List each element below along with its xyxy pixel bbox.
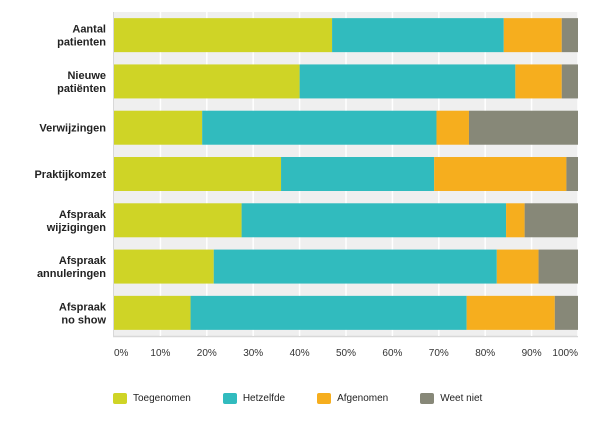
legend-item: Toegenomen: [113, 393, 191, 404]
bar-segment-afgenomen: [515, 64, 562, 99]
x-tick-label: 20%: [197, 348, 217, 359]
x-tick-label: 10%: [150, 348, 170, 359]
legend-label: Weet niet: [440, 393, 483, 404]
bar-segment-weet-niet: [561, 18, 578, 53]
legend-swatch: [420, 393, 435, 404]
bar-segment-afgenomen: [506, 203, 525, 238]
bar-segment-weet-niet: [554, 295, 578, 330]
bar-segment-hetzelfde: [241, 203, 507, 238]
category-label: Afspraak: [59, 301, 107, 313]
bar-segment-hetzelfde: [202, 110, 437, 145]
category-label: patienten: [57, 37, 106, 49]
category-label: Aantal: [72, 24, 106, 36]
legend-swatch: [317, 393, 332, 404]
bar-segment-afgenomen: [434, 157, 567, 191]
legend-item: Afgenomen: [317, 393, 388, 404]
bar-segment-afgenomen: [496, 249, 539, 284]
bar-segment-hetzelfde: [299, 64, 516, 99]
legend-swatch: [113, 393, 127, 404]
category-label: no show: [61, 314, 106, 326]
legend-item: Weet niet: [420, 393, 482, 404]
legend-swatch: [222, 393, 237, 404]
bar-segment-hetzelfde: [190, 295, 467, 330]
category-label: Afspraak: [59, 255, 107, 267]
bar-segment-weet-niet: [538, 249, 578, 284]
x-tick-label: 30%: [243, 348, 263, 359]
legend-label: Afgenomen: [337, 393, 389, 404]
bar-segment-afgenomen: [466, 295, 555, 330]
bar-segment-toegenomen: [114, 18, 333, 53]
bar-segment-weet-niet: [524, 203, 578, 238]
bar-segment-weet-niet: [561, 64, 578, 99]
bar-segment-hetzelfde: [281, 157, 435, 191]
x-tick-label: 50%: [336, 348, 356, 359]
bars: [114, 18, 578, 330]
legend-label: Toegenomen: [133, 393, 191, 404]
bar-segment-toegenomen: [114, 203, 242, 238]
x-tick-label: 80%: [475, 348, 495, 359]
bar-segment-toegenomen: [114, 157, 282, 191]
category-label: wijzigingen: [46, 222, 107, 234]
x-tick-label: 40%: [290, 348, 310, 359]
category-label: patiënten: [57, 83, 106, 95]
x-tick-label: 100%: [552, 348, 578, 359]
bar-segment-toegenomen: [114, 110, 203, 145]
bar-segment-toegenomen: [114, 249, 214, 284]
bar-segment-afgenomen: [503, 18, 562, 53]
legend-label: Hetzelfde: [242, 393, 286, 404]
category-label: Praktijkomzet: [34, 169, 106, 181]
x-tick-label: 90%: [522, 348, 542, 359]
x-tick-label: 0%: [114, 348, 129, 359]
bar-segment-weet-niet: [468, 110, 578, 145]
x-tick-label: 70%: [429, 348, 449, 359]
legend: Toegenomen Hetzelfde Afgenomen Weet niet: [113, 393, 514, 404]
bar-segment-hetzelfde: [332, 18, 504, 53]
bar-segment-weet-niet: [566, 157, 578, 191]
category-label: annuleringen: [37, 268, 106, 280]
bar-segment-hetzelfde: [213, 249, 497, 284]
category-label: Afspraak: [59, 209, 107, 221]
bar-segment-afgenomen: [436, 110, 469, 145]
x-tick-label: 60%: [382, 348, 402, 359]
category-label: Nieuwe: [67, 70, 106, 82]
bar-segment-toegenomen: [114, 64, 300, 99]
category-label: Verwijzingen: [39, 123, 106, 135]
legend-item: Hetzelfde: [222, 393, 286, 404]
x-axis-ticks: 0% 10% 20% 30% 40% 50% 60% 70% 80% 90% 100%: [114, 348, 578, 359]
bar-segment-toegenomen: [114, 295, 191, 330]
